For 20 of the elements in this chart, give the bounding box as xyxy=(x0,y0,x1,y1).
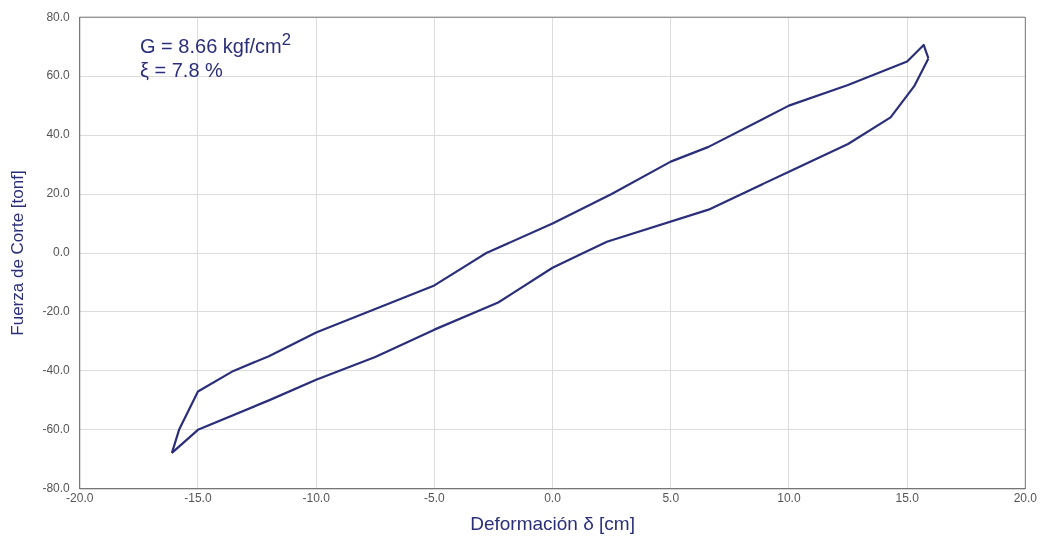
y-tick-label: 0.0 xyxy=(53,245,71,260)
y-tick-label: 40.0 xyxy=(46,127,71,142)
annotation: G = 8.66 kgf/cm$^{2}$ xyxy=(140,29,291,58)
x-tick-label: -10.0 xyxy=(302,491,331,506)
y-tick-label: -60.0 xyxy=(42,422,71,437)
x-tick-label: 20.0 xyxy=(1013,491,1038,506)
x-tick-label: 5.0 xyxy=(662,491,680,506)
annotation: ξ = 7.8 % xyxy=(140,57,224,82)
x-tick-label: 0.0 xyxy=(544,491,562,506)
x-axis-title: Deformación δ [cm] xyxy=(470,512,635,534)
y-tick-label: 20.0 xyxy=(46,186,71,201)
y-axis-title: Fuerza de Corte [tonf] xyxy=(7,170,27,336)
x-tick-label: 10.0 xyxy=(777,491,801,506)
y-tick-label: -40.0 xyxy=(42,363,71,378)
x-tick-label: -5.0 xyxy=(424,491,445,506)
y-tick-label: 60.0 xyxy=(46,68,71,83)
x-tick-label: -15.0 xyxy=(184,491,212,506)
y-tick-label: -20.0 xyxy=(42,304,71,319)
x-tick-label: 15.0 xyxy=(895,491,920,506)
y-tick-label: 80.0 xyxy=(46,9,71,24)
